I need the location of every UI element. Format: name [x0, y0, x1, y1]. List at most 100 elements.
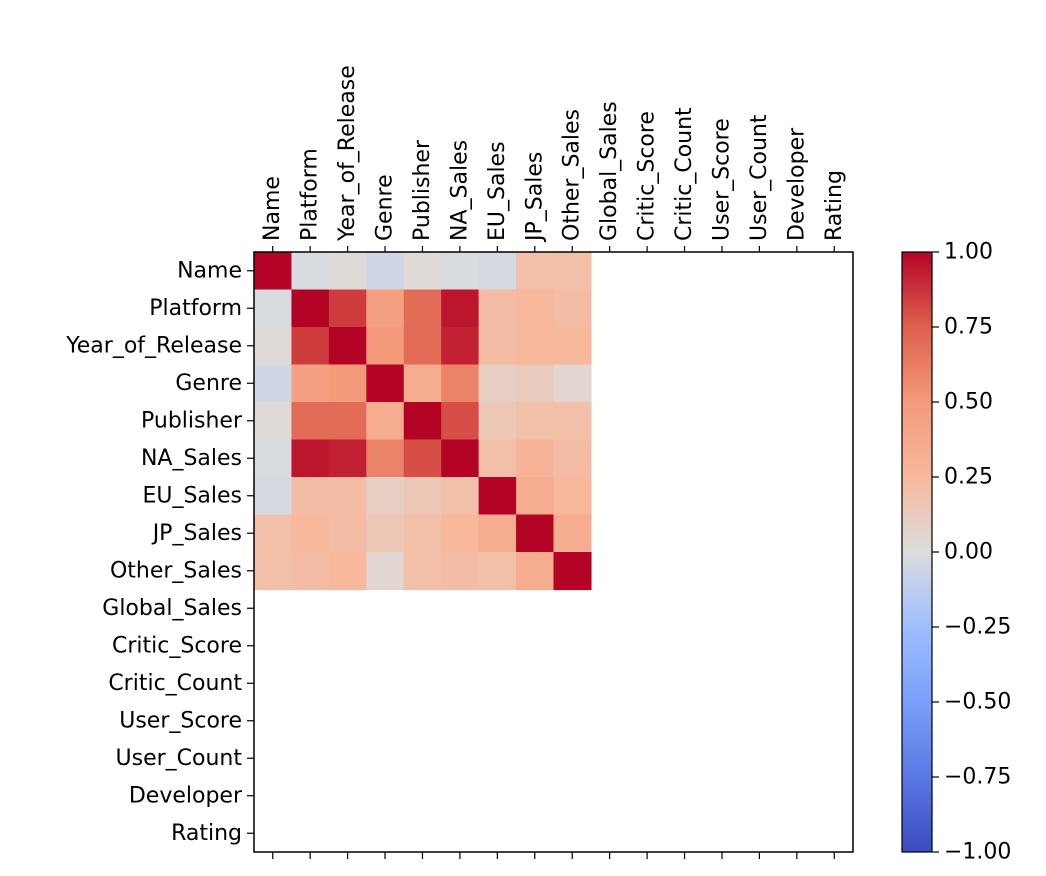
- heatmap-cell: [403, 327, 442, 366]
- colorbar-tick-label: −0.50: [944, 690, 1011, 715]
- heatmap-cell: [291, 252, 330, 291]
- y-tick-label: Genre: [175, 371, 242, 396]
- heatmap-cell: [254, 402, 293, 441]
- heatmap-cell: [553, 252, 592, 291]
- heatmap-cell: [441, 327, 480, 366]
- heatmap-cell: [328, 327, 367, 366]
- heatmap-cell: [516, 477, 555, 516]
- heatmap-cell: [254, 252, 293, 291]
- heatmap-cell: [553, 327, 592, 366]
- heatmap-cell: [366, 327, 405, 366]
- heatmap-cell: [254, 514, 293, 553]
- x-tick-label: Platform: [298, 148, 323, 241]
- colorbar-gradient: [901, 251, 933, 853]
- heatmap-cell: [441, 364, 480, 403]
- heatmap-cell: [441, 514, 480, 553]
- x-tick-label: Critic_Score: [635, 111, 660, 241]
- heatmap-cell: [366, 289, 405, 328]
- y-tick-label: EU_Sales: [142, 483, 242, 508]
- y-tick-label: NA_Sales: [141, 446, 242, 471]
- x-tick-label: Name: [260, 176, 285, 241]
- heatmap-cell: [516, 402, 555, 441]
- heatmap-cell: [328, 439, 367, 478]
- colorbar-tick-label: 0.00: [944, 540, 993, 565]
- heatmap-cell: [328, 477, 367, 516]
- heatmap-cell: [403, 289, 442, 328]
- heatmap-cell: [291, 327, 330, 366]
- y-tick-label: Developer: [129, 783, 243, 808]
- x-tick-label: Genre: [373, 174, 398, 241]
- heatmap-cell: [366, 252, 405, 291]
- plot-border: [253, 251, 854, 853]
- heatmap-cell: [441, 439, 480, 478]
- heatmap-cell: [441, 477, 480, 516]
- x-tick-label: Developer: [784, 127, 809, 241]
- heatmap-cell: [254, 552, 293, 591]
- heatmap-cell: [478, 289, 517, 328]
- x-tick-label: Year_of_Release: [335, 65, 360, 242]
- colorbar-tick-label: 0.50: [944, 390, 993, 415]
- heatmap-cell: [403, 402, 442, 441]
- colorbar-tick-label: −0.25: [944, 615, 1011, 640]
- heatmap-cell: [328, 402, 367, 441]
- heatmap-cell: [478, 252, 517, 291]
- x-axis-ticks: Name Platform Year_of_Release Genre Publishe…: [260, 65, 847, 859]
- y-tick-label: Publisher: [141, 408, 243, 433]
- heatmap-cell: [291, 439, 330, 478]
- colorbar-tick-label: 0.75: [944, 315, 993, 340]
- heatmap-cell: [516, 514, 555, 553]
- y-tick-label: Name: [177, 258, 242, 283]
- y-tick-label: Critic_Count: [108, 671, 242, 696]
- heatmap-cell: [553, 477, 592, 516]
- heatmap-cell: [478, 327, 517, 366]
- heatmap-cell: [516, 364, 555, 403]
- heatmap-cell: [441, 552, 480, 591]
- heatmap-cell: [366, 514, 405, 553]
- y-tick-label: User_Score: [119, 708, 242, 733]
- heatmap-cells: [254, 252, 592, 591]
- heatmap-cell: [366, 439, 405, 478]
- colorbar-tick-label: −1.00: [944, 840, 1011, 865]
- heatmap-cell: [478, 552, 517, 591]
- heatmap-cell: [403, 252, 442, 291]
- heatmap-cell: [553, 364, 592, 403]
- heatmap-cell: [366, 402, 405, 441]
- heatmap-cell: [441, 289, 480, 328]
- heatmap-cell: [516, 289, 555, 328]
- y-axis-ticks: Name Platform Year_of_Release Genre Publishe…: [65, 258, 254, 846]
- heatmap-cell: [478, 402, 517, 441]
- x-tick-label: Publisher: [410, 139, 435, 241]
- heatmap-cell: [516, 439, 555, 478]
- colorbar-tick-label: 0.25: [944, 465, 993, 490]
- heatmap-cell: [366, 552, 405, 591]
- heatmap-cell: [553, 552, 592, 591]
- y-tick-label: User_Count: [116, 746, 243, 771]
- heatmap-cell: [516, 327, 555, 366]
- heatmap-cell: [366, 364, 405, 403]
- heatmap-cell: [403, 439, 442, 478]
- heatmap-cell: [478, 439, 517, 478]
- heatmap-cell: [403, 364, 442, 403]
- heatmap-cell: [328, 252, 367, 291]
- heatmap-cell: [291, 477, 330, 516]
- heatmap-cell: [328, 514, 367, 553]
- heatmap-cell: [291, 514, 330, 553]
- heatmap-cell: [516, 552, 555, 591]
- y-tick-label: JP_Sales: [151, 521, 242, 546]
- x-tick-label: Rating: [822, 170, 847, 241]
- plot-frame: [253, 251, 854, 853]
- colorbar-tick-label: −0.75: [944, 765, 1011, 790]
- heatmap-cell: [254, 364, 293, 403]
- y-tick-label: Rating: [171, 821, 242, 846]
- y-tick-label: Year_of_Release: [65, 333, 242, 358]
- heatmap-cell: [291, 364, 330, 403]
- heatmap-cell: [553, 439, 592, 478]
- heatmap-cell: [553, 514, 592, 553]
- heatmap-cell: [478, 514, 517, 553]
- heatmap-cell: [516, 252, 555, 291]
- y-tick-label: Platform: [149, 296, 242, 321]
- heatmap-cell: [366, 477, 405, 516]
- x-tick-label: Critic_Count: [672, 107, 697, 241]
- y-tick-label: Global_Sales: [102, 596, 242, 621]
